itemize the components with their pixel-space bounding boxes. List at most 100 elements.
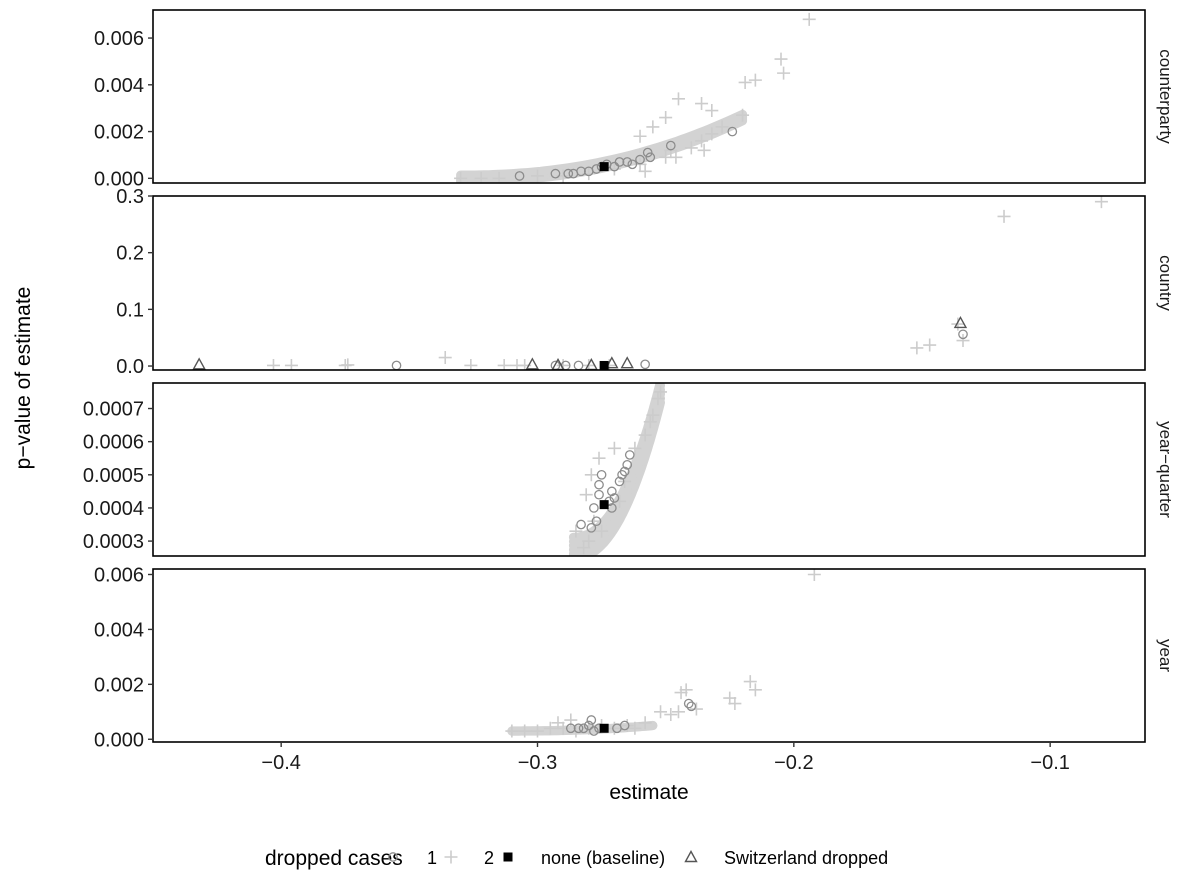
data-point — [715, 120, 729, 134]
data-point — [505, 724, 519, 738]
panel-year-quarter: 0.0003 0.0004 0.0005 0.0006 0.0007 year−quart… — [83, 382, 1175, 557]
data-point — [643, 415, 657, 429]
legend-key-triangle — [684, 850, 698, 863]
data-point — [679, 683, 693, 697]
points-country — [192, 196, 1108, 370]
point-cloud-band — [568, 383, 665, 542]
x-axis: −0.4 −0.3 −0.2 −0.1 — [261, 742, 1070, 774]
chart-panels: 0.0000.0020.0040.006counterparty0.00.10.… — [83, 9, 1175, 751]
y-axis-title: p−value of estimate — [12, 287, 35, 470]
data-point — [589, 503, 599, 513]
data-point — [607, 721, 621, 735]
data-point — [550, 168, 561, 179]
data-point — [592, 451, 606, 465]
data-point — [664, 708, 678, 722]
data-point — [591, 516, 602, 527]
y-tick-label: 0.0005 — [83, 465, 144, 487]
legend-label: none (baseline) — [541, 848, 665, 868]
data-point — [638, 164, 652, 178]
data-point — [646, 408, 660, 422]
strip-label: counterparty — [1156, 49, 1175, 144]
data-point — [192, 357, 206, 370]
data-point — [609, 493, 620, 503]
data-point — [697, 143, 711, 157]
data-point — [543, 721, 557, 735]
data-point — [642, 147, 653, 158]
y-tick-label: 0.004 — [94, 75, 144, 97]
data-point — [530, 724, 544, 738]
data-point — [607, 441, 621, 455]
y-tick-label: 0.0006 — [83, 432, 144, 454]
x-tick-label: −0.3 — [518, 752, 557, 774]
data-point — [573, 360, 584, 370]
legend-entry: 2 — [444, 848, 494, 868]
data-point — [651, 392, 665, 406]
data-point — [695, 134, 709, 148]
y-tick-label: 0.1 — [116, 299, 144, 321]
data-point — [438, 351, 452, 365]
legend-label: 1 — [427, 848, 437, 868]
data-point — [743, 675, 757, 689]
data-point — [654, 705, 668, 719]
data-point — [669, 150, 683, 164]
data-point — [956, 334, 970, 348]
y-tick-label: 0.004 — [94, 619, 144, 641]
data-point — [689, 702, 703, 716]
strip-label: year — [1156, 639, 1175, 672]
data-point — [802, 12, 816, 26]
panel-border — [152, 195, 1146, 371]
y-tick-label: 0.2 — [116, 243, 144, 265]
data-point — [627, 159, 638, 170]
data-point — [551, 716, 565, 730]
data-point — [565, 723, 576, 734]
data-point — [705, 127, 719, 141]
data-point — [638, 716, 652, 730]
data-point — [951, 317, 965, 331]
data-point — [618, 474, 632, 488]
points-year-quarter — [568, 383, 668, 556]
data-point — [923, 338, 937, 352]
data-point — [594, 479, 604, 490]
y-tick-label: 0.006 — [94, 28, 144, 50]
data-point — [599, 723, 609, 733]
y-tick-label: 0.002 — [94, 122, 144, 144]
data-point — [671, 92, 685, 106]
data-point — [391, 360, 402, 370]
legend-entry: 1 — [388, 848, 437, 868]
points-year — [505, 569, 821, 738]
x-tick-label: −0.1 — [1030, 752, 1069, 774]
data-point — [748, 73, 762, 87]
y-tick-label: 0.000 — [94, 729, 144, 751]
legend-label: 2 — [484, 848, 494, 868]
legend-entry: Switzerland dropped — [684, 848, 888, 868]
data-point — [606, 486, 617, 497]
data-point — [594, 489, 604, 500]
data-point — [584, 468, 598, 482]
data-point — [774, 52, 788, 66]
y-tick-label: 0.0007 — [83, 399, 144, 421]
data-point — [671, 705, 685, 719]
data-point — [777, 66, 791, 80]
data-point — [628, 441, 642, 455]
x-tick-label: −0.2 — [774, 752, 813, 774]
data-point — [997, 209, 1011, 223]
data-point — [628, 721, 642, 735]
data-point — [619, 466, 630, 477]
panel-counterparty: 0.000 0.002 0.004 0.006 counterparty — [94, 9, 1175, 190]
data-point — [577, 541, 591, 555]
data-point — [620, 356, 634, 369]
y-tick-label: 0.000 — [94, 168, 144, 190]
data-point — [624, 450, 635, 460]
data-point — [684, 141, 698, 155]
legend-key-square — [503, 852, 513, 862]
data-point — [599, 162, 609, 172]
x-tick-label: −0.4 — [261, 752, 300, 774]
legend-key-circle — [388, 852, 398, 862]
data-point — [640, 359, 651, 370]
data-point — [958, 329, 968, 340]
panel-border — [152, 382, 1146, 557]
legend-label: Switzerland dropped — [724, 848, 888, 868]
data-point — [622, 460, 633, 470]
data-point — [605, 356, 619, 369]
data-point — [695, 97, 709, 111]
